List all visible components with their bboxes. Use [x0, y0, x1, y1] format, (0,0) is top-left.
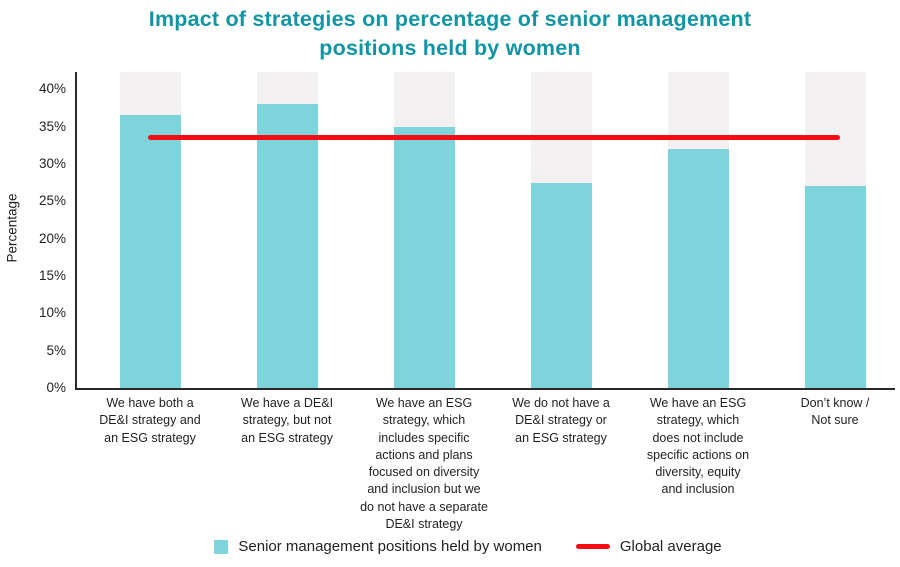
- category-label: We have a DE&I strategy, but not an ESG st…: [240, 396, 334, 445]
- legend: Senior management positions held by wome…: [18, 538, 900, 555]
- bar-senior-management-positions: [256, 104, 318, 388]
- chart-title: Impact of strategies on percentage of se…: [0, 5, 900, 63]
- global-average-line: [148, 135, 840, 141]
- chart-title-line-2: positions held by women: [319, 36, 581, 60]
- chart-title-line-1: Impact of strategies on percentage of se…: [148, 7, 752, 31]
- bar-series-swatch-icon: [214, 539, 229, 554]
- y-tick-label: 25%: [38, 193, 66, 209]
- bar-senior-management-positions: [530, 182, 592, 388]
- category-label: We have an ESG strategy, which includes sp…: [360, 396, 488, 531]
- y-tick-label: 30%: [38, 155, 66, 171]
- bar-senior-management-positions: [119, 115, 181, 388]
- category-label: We have both a DE&I strategy and an ESG st…: [99, 396, 201, 445]
- category-label: Don’t know / Not sure: [800, 396, 870, 428]
- bar-senior-management-positions: [393, 126, 455, 388]
- category-label: We do not have a DE&I strategy or an ESG s…: [512, 396, 610, 445]
- plot-area: [75, 72, 895, 390]
- legend-item-global-average: Global average: [575, 538, 722, 555]
- bar-senior-management-positions: [667, 148, 729, 388]
- y-tick-label: 10%: [38, 305, 66, 321]
- legend-label-senior-management: Senior management positions held by wome…: [238, 538, 542, 555]
- category-label: We have an ESG strategy, which does not in…: [646, 396, 750, 497]
- y-tick-label: 5%: [46, 342, 66, 358]
- y-tick-label: 0%: [46, 380, 66, 395]
- y-tick-label: 35%: [38, 118, 66, 134]
- bar-senior-management-positions: [804, 186, 866, 388]
- y-tick-label: 15%: [38, 267, 66, 283]
- y-tick-label: 20%: [38, 230, 66, 246]
- legend-label-global-average: Global average: [619, 538, 722, 555]
- average-line-swatch-icon: [575, 544, 610, 549]
- y-tick-label: 40%: [38, 81, 66, 97]
- legend-item-senior-management: Senior management positions held by wome…: [214, 538, 542, 555]
